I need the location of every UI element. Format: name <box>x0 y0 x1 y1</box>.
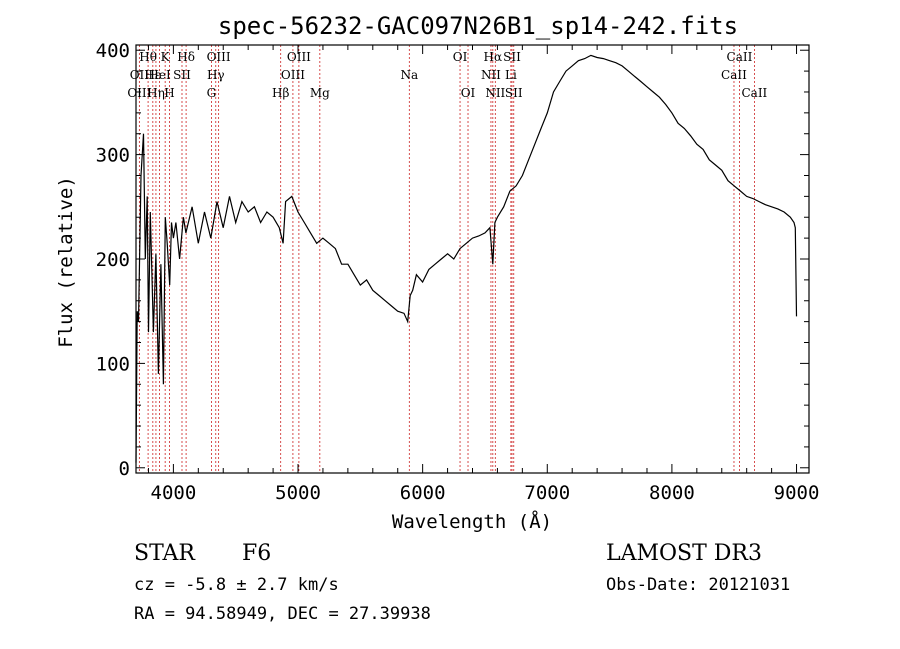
y-tick-label: 100 <box>96 353 130 375</box>
emission-line-label: CaII <box>721 68 747 82</box>
emission-line-label: OI <box>453 50 468 64</box>
y-tick-label: 200 <box>96 249 130 271</box>
x-tick-label: 8000 <box>649 482 695 504</box>
emission-line-label: Hδ <box>177 50 195 64</box>
emission-line-label: Hθ <box>139 50 157 64</box>
flux-series-line <box>135 54 798 463</box>
emission-line-label: Hε <box>144 68 161 82</box>
emission-line-label: OII <box>130 68 150 82</box>
emission-line-label: Mg <box>310 86 330 100</box>
emission-line-label: Na <box>400 68 418 82</box>
emission-line-label: OI <box>461 86 476 100</box>
obs-date: Obs-Date: 20121031 <box>606 575 790 595</box>
emission-line-label: HeI <box>148 68 171 82</box>
emission-line-label: SII <box>173 68 191 82</box>
x-tick-label: 9000 <box>774 482 820 504</box>
emission-line-label: SII <box>505 86 523 100</box>
cz-value: cz = -5.8 ± 2.7 km/s <box>134 575 339 595</box>
coordinates: RA = 94.58949, DEC = 27.39938 <box>134 604 431 624</box>
emission-line-label: NII <box>485 86 505 100</box>
x-axis-label: Wavelength (Å) <box>392 510 552 533</box>
emission-line-label: NII <box>481 68 501 82</box>
emission-line-label: Hγ <box>207 68 225 82</box>
emission-line-label: Hη <box>147 86 165 100</box>
emission-line-label: OIII <box>207 50 231 64</box>
plot-frame <box>135 44 810 474</box>
emission-line-label: OIII <box>127 86 151 100</box>
emission-line-label: H <box>164 86 174 100</box>
chart-title: spec-56232-GAC097N26B1_sp14-242.fits <box>218 12 738 40</box>
x-axis-ticks: 4000 5000 6000 7000 8000 9000 <box>147 45 820 504</box>
emission-line-label: OIII <box>287 50 311 64</box>
emission-line-label: K <box>161 50 171 64</box>
emission-line-label: SII <box>503 50 521 64</box>
survey-name: LAMOST DR3 <box>606 541 762 566</box>
y-tick-label: 400 <box>96 40 130 62</box>
x-tick-label: 5000 <box>275 482 321 504</box>
y-tick-label: 0 <box>119 458 130 480</box>
emission-line-label: CaII <box>727 50 753 64</box>
x-tick-label: 4000 <box>151 482 197 504</box>
y-axis-ticks: 0 100 200 300 400 <box>96 40 809 480</box>
emission-line-label: Hα <box>484 50 503 64</box>
x-tick-label: 6000 <box>400 482 446 504</box>
emission-line-label: Li <box>505 68 517 82</box>
y-tick-label: 300 <box>96 145 130 167</box>
emission-line-label: CaII <box>741 86 767 100</box>
class-label: STAR <box>134 541 196 566</box>
subclass-label: F6 <box>242 541 271 566</box>
emission-line-label: G <box>207 86 217 100</box>
emission-line-label: OIII <box>281 68 305 82</box>
emission-line-label: Hβ <box>272 86 289 100</box>
emission-line-markers <box>138 45 755 473</box>
y-axis-label: Flux (relative) <box>55 176 77 348</box>
x-tick-label: 7000 <box>524 482 570 504</box>
